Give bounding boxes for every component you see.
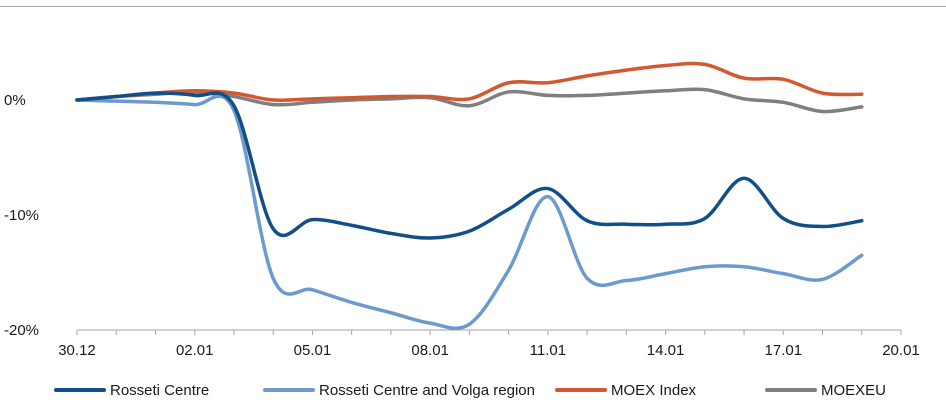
x-tick-label: 08.01 [411, 342, 449, 359]
legend-label: Rosseti Centre and Volga region [319, 382, 535, 399]
x-tick-label: 14.01 [647, 342, 685, 359]
top-divider [0, 6, 946, 7]
y-axis: 0% -10% -20% [4, 92, 39, 339]
legend-item: Rosseti Centre and Volga region [263, 382, 535, 399]
legend-item: Rosseti Centre [54, 382, 209, 399]
x-tick-label: 30.12 [58, 342, 96, 359]
x-axis: 30.12 02.01 05.01 08.01 11.01 14.01 17.01 20.01 [58, 329, 920, 359]
legend: Rosseti Centre Rosseti Centre and Volga r… [54, 382, 886, 399]
x-tick-label: 20.01 [882, 342, 920, 359]
series-line-moex-index [75, 61, 864, 103]
legend-label: MOEX Index [611, 382, 697, 399]
y-tick-label: -10% [4, 207, 39, 224]
y-tick-label: -20% [4, 322, 39, 339]
x-tick-label: 11.01 [530, 342, 566, 359]
x-tick-label: 02.01 [176, 342, 214, 359]
legend-item: MOEX Index [555, 382, 697, 399]
legend-label: Rosseti Centre [110, 382, 209, 399]
series-lines [75, 61, 864, 331]
series-line-rosseti-centre [75, 91, 864, 240]
y-tick-label: 0% [4, 92, 26, 109]
x-tick-label: 05.01 [294, 342, 332, 359]
legend-label: MOEXEU [821, 382, 886, 399]
legend-item: MOEXEU [765, 382, 886, 399]
series-line-rosseti-centre-and-volga-region [75, 94, 864, 331]
x-tick-label: 17.01 [765, 342, 803, 359]
